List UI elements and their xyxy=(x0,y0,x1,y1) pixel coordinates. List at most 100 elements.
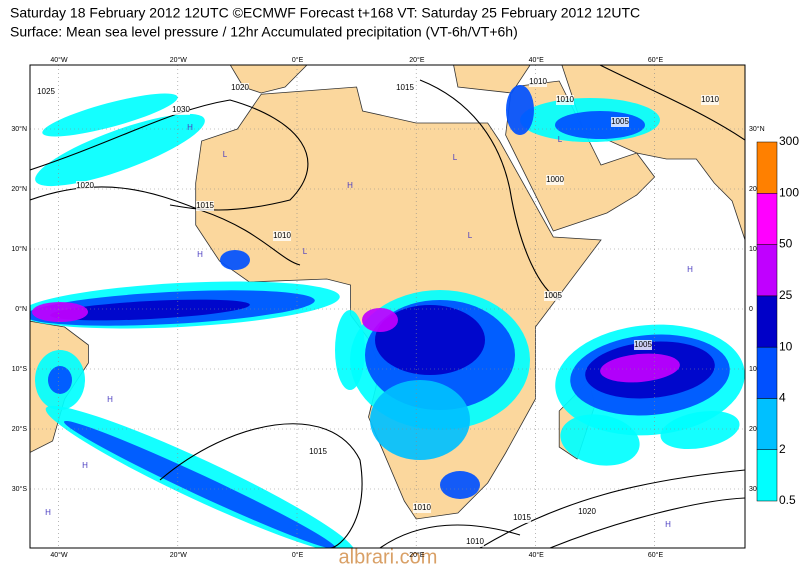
colorbar-bin xyxy=(756,346,778,399)
pressure-center: H xyxy=(687,265,693,274)
watermark: albrari.com xyxy=(339,546,438,568)
isobar xyxy=(419,79,561,301)
lon-label: 0°E xyxy=(292,56,304,64)
lat-label: 0 xyxy=(749,306,753,313)
isobar-label: 1020 xyxy=(76,181,94,190)
isobar-label-bg xyxy=(544,291,562,301)
precip-area xyxy=(35,113,205,187)
precip-area xyxy=(335,310,365,390)
pressure-center: L xyxy=(223,150,228,159)
isobar-label-bg xyxy=(634,340,652,350)
lat-label: 20°S xyxy=(12,425,28,433)
isobar xyxy=(30,99,309,211)
precip-area xyxy=(555,111,645,139)
title: Saturday 18 February 2012 12UTC ©ECMWF F… xyxy=(10,5,640,21)
isobar-label: 1010 xyxy=(529,77,547,86)
colorbar-label: 4 xyxy=(779,391,786,405)
precip-area xyxy=(560,414,640,466)
map-frame xyxy=(29,64,746,549)
isobar-label: 1010 xyxy=(466,537,484,546)
isobar-label: 1010 xyxy=(273,231,291,240)
pressure-center: H xyxy=(82,461,88,470)
lat-label: 10°N xyxy=(11,245,27,253)
isobar-label: 1010 xyxy=(413,503,431,512)
precip-area xyxy=(32,302,88,322)
pressure-center: H xyxy=(187,123,193,132)
colorbar-label: 2 xyxy=(779,442,786,456)
isobar-label-bg xyxy=(273,231,291,241)
precip-area xyxy=(220,250,250,270)
colorbar-bin xyxy=(756,193,778,245)
lat-label: 30°N xyxy=(749,125,765,133)
precip-area xyxy=(600,353,680,383)
isobar-label-bg xyxy=(37,87,55,97)
isobar-label: 1010 xyxy=(701,95,719,104)
isobar-label-bg xyxy=(231,83,249,93)
lon-label: 40°W xyxy=(50,56,68,64)
pressure-center: H xyxy=(107,395,113,404)
colorbar-bin xyxy=(756,244,778,297)
lon-label: 40°E xyxy=(529,551,545,559)
lon-label: 0°E xyxy=(292,551,304,559)
precip-area xyxy=(660,410,740,450)
isobar-label: 1010 xyxy=(556,95,574,104)
isobar-label: 1020 xyxy=(578,507,596,516)
lat-label: 0°N xyxy=(15,305,27,313)
lat-label: 20°N xyxy=(11,185,27,193)
precip-area xyxy=(506,85,534,135)
isobar-label-bg xyxy=(513,513,531,523)
isobar-label: 1015 xyxy=(513,513,531,522)
subtitle: Surface: Mean sea level pressure / 12hr … xyxy=(10,24,518,40)
lat-label: 10°S xyxy=(12,365,28,373)
isobar-label-bg xyxy=(546,175,564,185)
colorbar-label: 0.5 xyxy=(779,493,796,507)
pressure-center: H xyxy=(665,520,671,529)
isobar-label: 1025 xyxy=(37,87,55,96)
isobar-label-bg xyxy=(529,77,547,87)
pressure-center: L xyxy=(468,231,473,240)
colorbar-label: 100 xyxy=(779,185,799,199)
precip-area xyxy=(48,366,72,394)
colorbar-label: 50 xyxy=(779,237,793,251)
lat-label: 30°S xyxy=(12,485,28,493)
precip-area xyxy=(375,305,485,375)
colorbar-label: 300 xyxy=(779,134,799,148)
isobar-label: 1005 xyxy=(634,340,652,349)
isobar-label: 1020 xyxy=(231,83,249,92)
lat-label: 10 xyxy=(749,246,757,253)
pressure-center: L xyxy=(303,247,308,256)
lon-label: 20°E xyxy=(409,551,425,559)
isobar-label-bg xyxy=(172,105,190,115)
pressure-center: L xyxy=(558,135,563,144)
lon-label: 20°W xyxy=(170,551,188,559)
isobar-label: 1030 xyxy=(172,105,190,114)
lon-label: 40°W xyxy=(50,551,68,559)
isobar-label: 1015 xyxy=(196,201,214,210)
isobar xyxy=(599,65,745,141)
colorbar-bin xyxy=(756,295,778,348)
pressure-center: L xyxy=(453,153,458,162)
colorbar-bin xyxy=(756,398,778,450)
colorbar-label: 10 xyxy=(779,339,793,353)
lon-label: 40°E xyxy=(529,56,545,64)
isobar-label-bg xyxy=(396,83,414,93)
pressure-center: H xyxy=(347,181,353,190)
precip-area xyxy=(42,93,178,137)
isobar-label-bg xyxy=(578,507,596,517)
lat-label: 20 xyxy=(749,186,757,193)
pressure-center: H xyxy=(45,508,51,517)
colorbar-bin xyxy=(756,449,778,502)
lat-label: 20 xyxy=(749,426,757,433)
isobar-label-bg xyxy=(309,447,327,457)
isobar-label-bg xyxy=(701,95,719,105)
isobar-label: 1005 xyxy=(611,117,629,126)
precip-area xyxy=(63,420,337,548)
precip-area xyxy=(440,471,480,499)
colorbar-bin xyxy=(756,141,778,194)
map xyxy=(30,65,745,548)
colorbar-label: 25 xyxy=(779,288,793,302)
isobar xyxy=(159,423,363,548)
pressure-center: H xyxy=(197,250,203,259)
precip-area xyxy=(370,380,470,460)
isobar xyxy=(549,497,745,548)
